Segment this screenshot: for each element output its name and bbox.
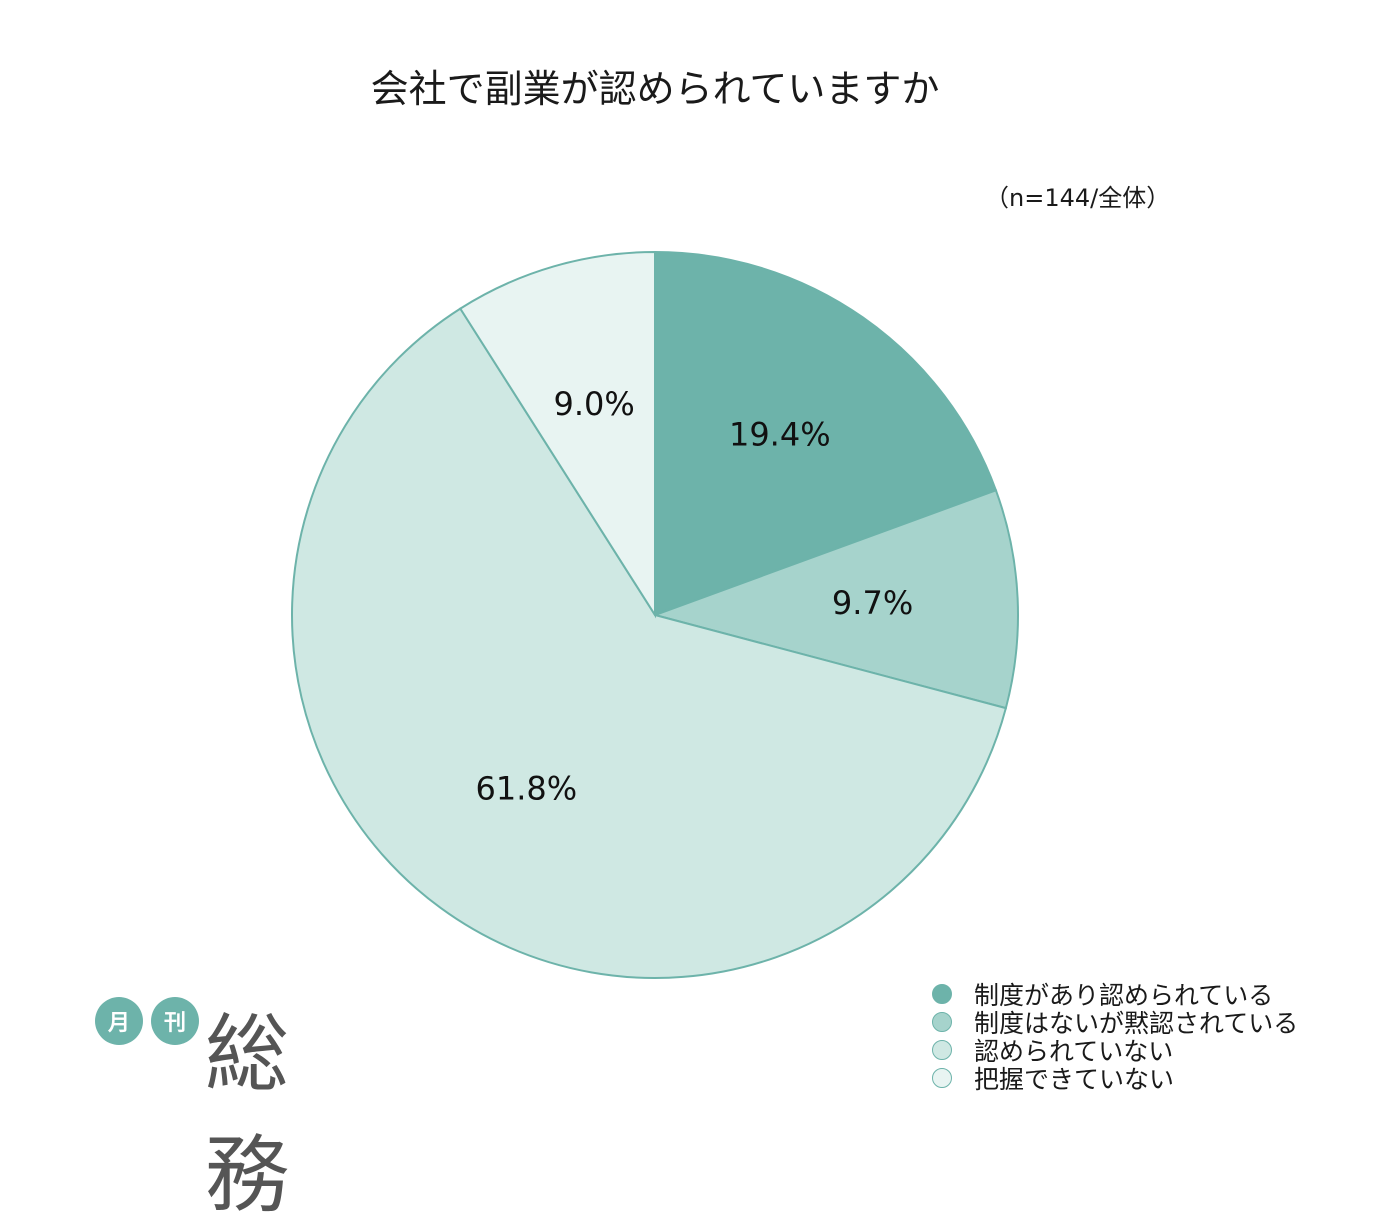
gekkan-somu-logo: 月 刊 総務 <box>95 995 365 1224</box>
slice-label-allowed: 19.4% <box>729 415 831 453</box>
legend-item-allowed: 制度があり認められている <box>932 980 1298 1010</box>
sample-size-note: （n=144/全体） <box>985 184 1171 212</box>
legend: 制度があり認められている 制度はないが黙認されている 認められていない 把握できていな… <box>932 980 1298 1094</box>
logo-badge-publication: 刊 <box>151 997 199 1045</box>
legend-label-tolerated: 制度はないが黙認されている <box>974 1009 1299 1038</box>
slice-label-tolerated: 9.7% <box>832 584 913 622</box>
legend-swatch-tolerated <box>932 1012 952 1032</box>
legend-swatch-unknown <box>932 1068 952 1088</box>
legend-item-tolerated: 制度はないが黙認されている <box>932 1008 1298 1038</box>
legend-swatch-allowed <box>932 984 952 1004</box>
legend-swatch-not-allowed <box>932 1040 952 1060</box>
chart-title: 会社で副業が認められていますか <box>370 67 940 111</box>
legend-label-allowed: 制度があり認められている <box>974 981 1274 1010</box>
legend-item-unknown: 把握できていない <box>932 1064 1298 1094</box>
pie-slice-tolerated <box>651 489 1019 710</box>
legend-item-not-allowed: 認められていない <box>932 1036 1298 1066</box>
legend-label-not-allowed: 認められていない <box>974 1037 1174 1066</box>
slice-label-unknown: 9.0% <box>554 385 635 423</box>
logo-wordmark: 総務 <box>205 1005 292 1224</box>
pie-slice-not-allowed <box>290 307 1008 980</box>
slice-label-not-allowed: 61.8% <box>475 770 577 808</box>
pie-slice-allowed <box>654 250 998 617</box>
logo-badge-month: 月 <box>95 997 143 1045</box>
legend-label-unknown: 把握できていない <box>974 1065 1175 1094</box>
pie-chart: 19.4% 9.7% 61.8% 9.0% <box>290 250 1019 980</box>
pie-slice-unknown <box>458 250 656 619</box>
